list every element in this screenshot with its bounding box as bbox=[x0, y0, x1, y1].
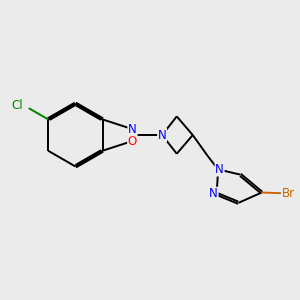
Text: N: N bbox=[215, 163, 224, 176]
Text: Br: Br bbox=[281, 187, 295, 200]
Text: N: N bbox=[209, 187, 218, 200]
Text: Cl: Cl bbox=[11, 99, 23, 112]
Text: N: N bbox=[128, 123, 137, 136]
Text: O: O bbox=[128, 135, 137, 148]
Text: N: N bbox=[158, 129, 167, 142]
